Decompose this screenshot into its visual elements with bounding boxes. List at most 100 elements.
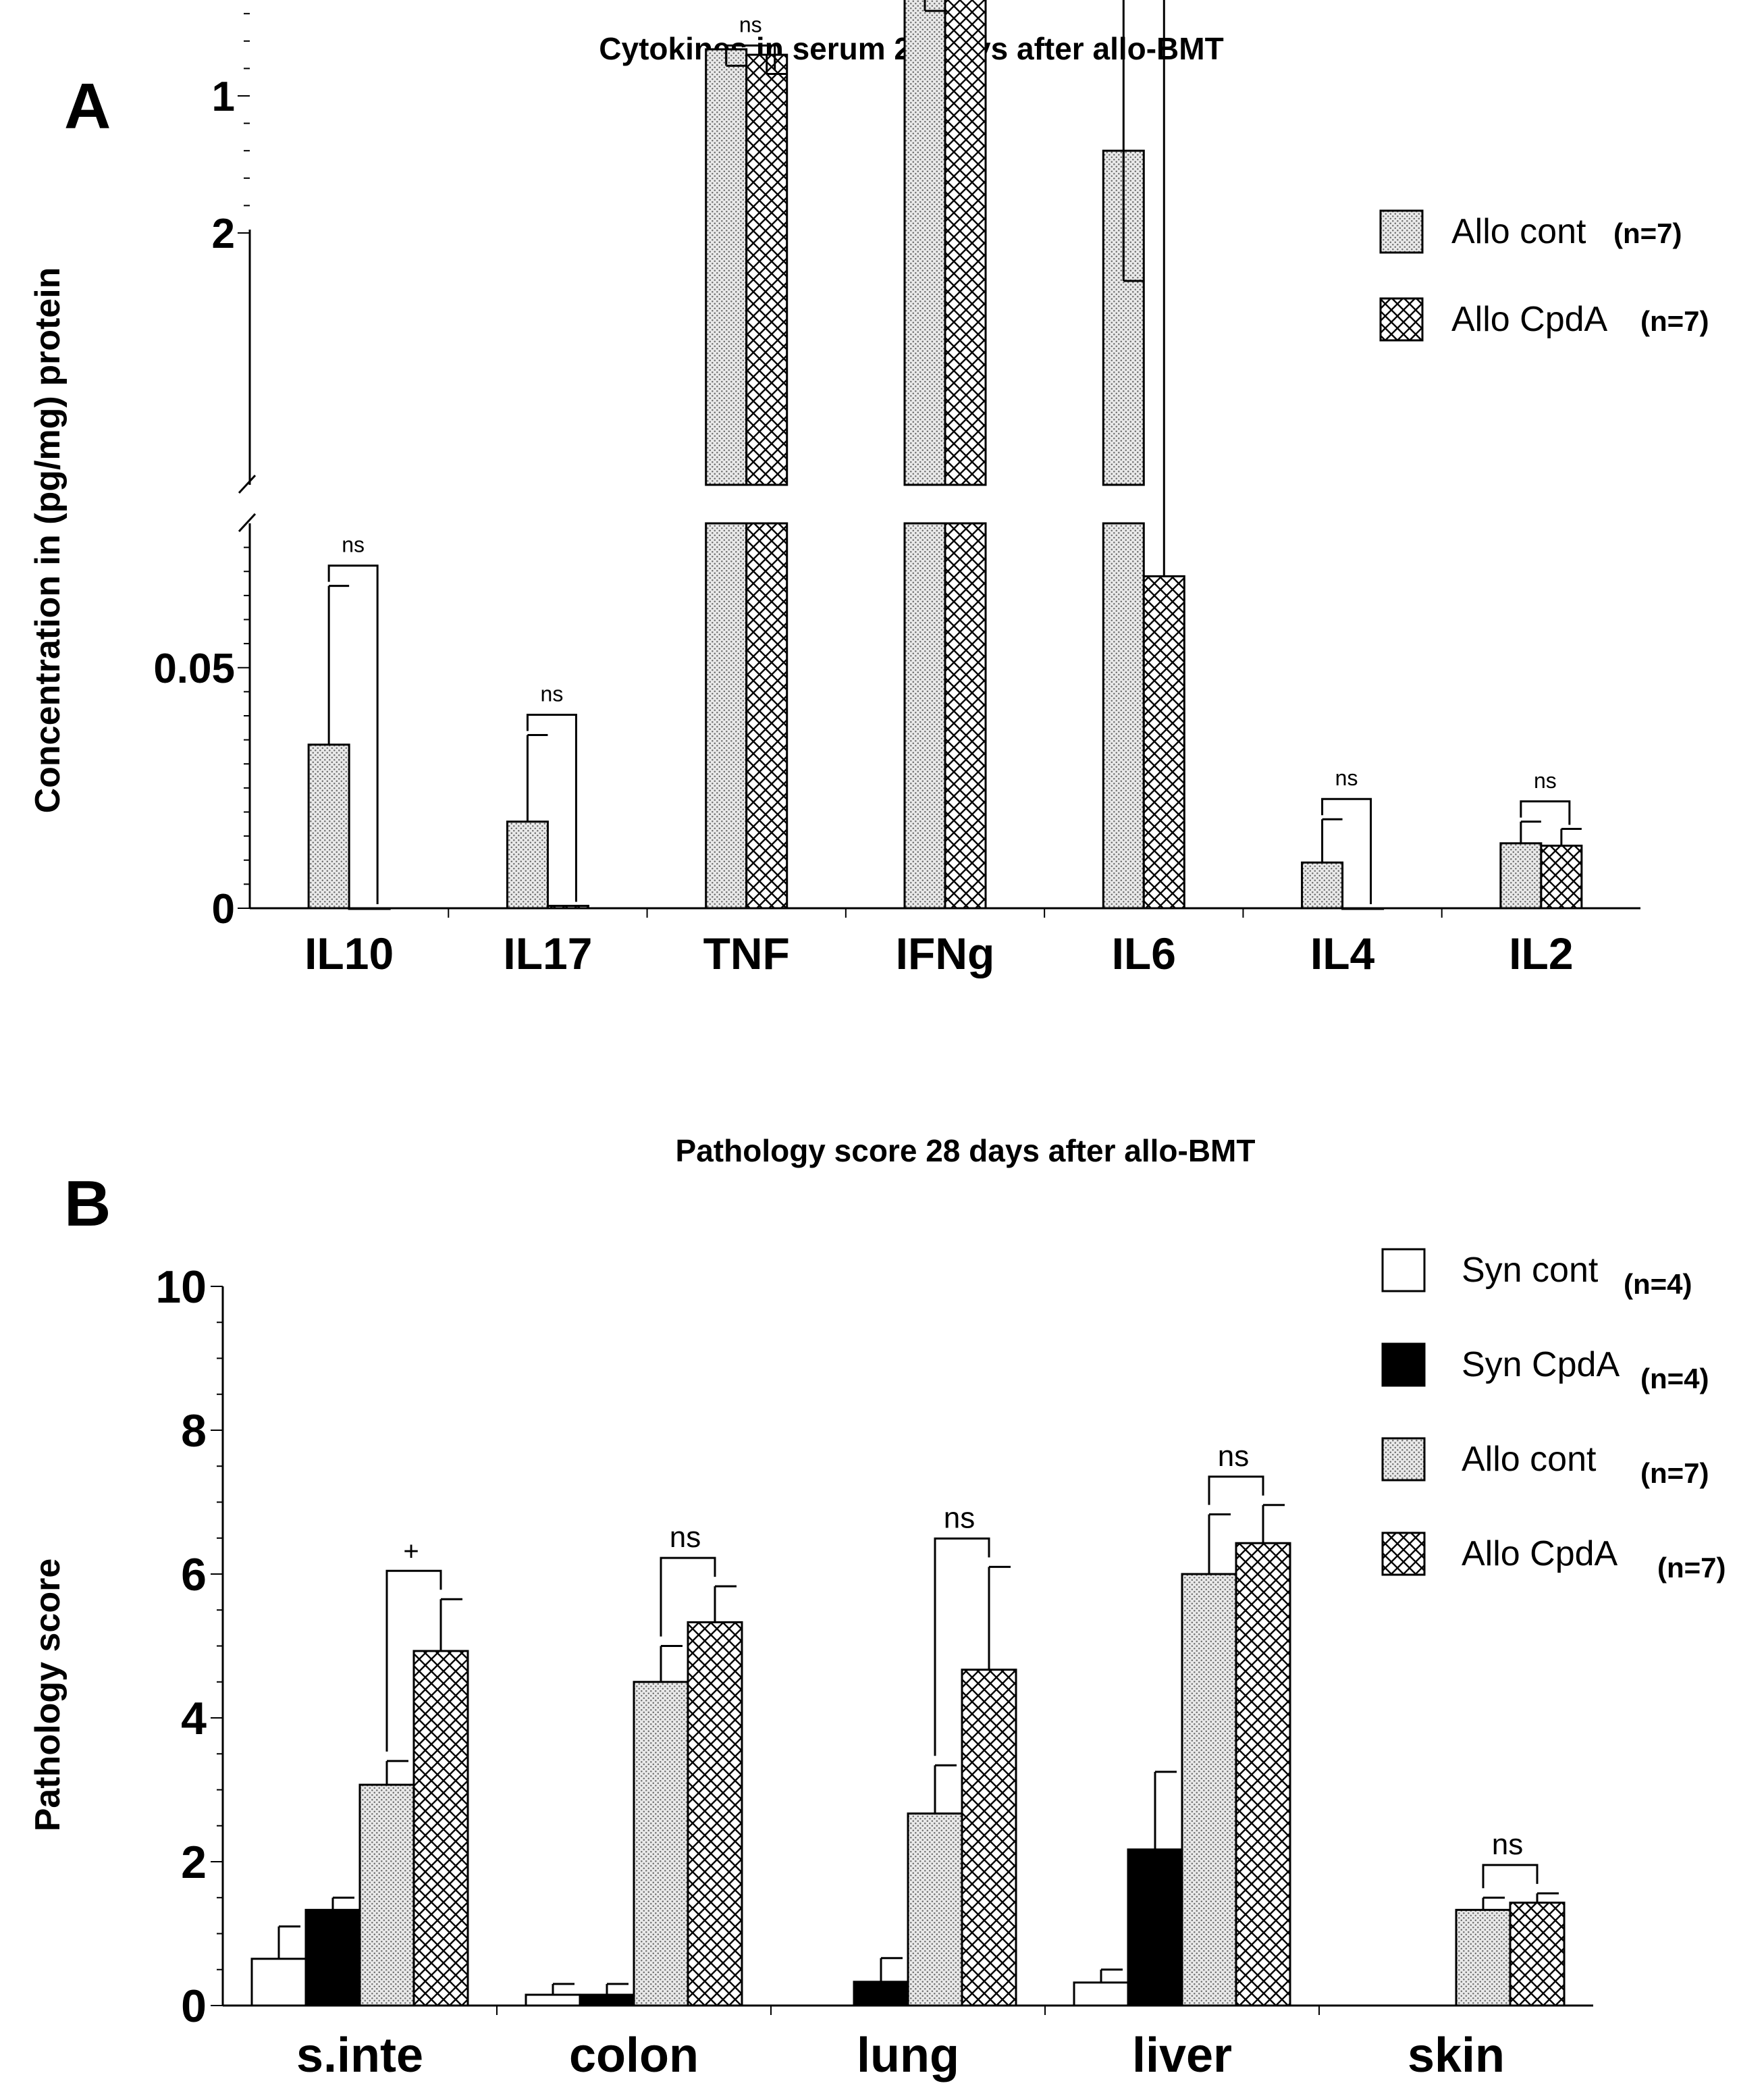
legend-n-syn-cpda: (n=4) <box>1640 1363 1709 1394</box>
significance-label-skin: ns <box>1492 1828 1523 1861</box>
significance-bracket-tnf <box>725 44 776 70</box>
legend-label-syn-cont: Syn cont <box>1462 1251 1599 1290</box>
axis-break-mark-lower <box>238 513 257 533</box>
legend-label-allo-cpda: Allo CpdA <box>1451 300 1608 339</box>
bar-allo-cont-colon <box>633 1681 689 2007</box>
y-tick-label: 8 <box>181 1405 207 1457</box>
bar-allo-cont-lung <box>907 1812 963 2007</box>
panel-a-y-axis-label: Concentration in (pg/mg) protein <box>28 267 68 814</box>
significance-label-colon: ns <box>670 1521 701 1554</box>
panel-a-letter: A <box>64 70 111 142</box>
bar-syn-cont-s-inte <box>250 1958 307 2007</box>
y-tick-label: 1 <box>212 74 235 120</box>
bar-syn-cont-colon <box>525 1993 581 2007</box>
bar-syn-cont-liver <box>1073 1981 1129 2007</box>
panel-a: Cytokines in serum 28 days after allo-BM… <box>28 0 1709 978</box>
x-tick-label-il4: IL4 <box>1310 928 1375 978</box>
y-tick-label: 6 <box>181 1549 207 1600</box>
bar-allo-cont-il10 <box>307 743 350 910</box>
significance-label-il10: ns <box>342 533 365 557</box>
significance-bracket-lung <box>934 1537 990 1756</box>
significance-label-il2: ns <box>1534 768 1557 793</box>
y-tick-label: 0 <box>212 886 235 933</box>
bar-allo-cont-tnf-lower <box>705 522 748 910</box>
panel-a-bars <box>307 0 1583 910</box>
significance-label-liver: ns <box>1218 1440 1249 1473</box>
significance-bracket-il2 <box>1520 800 1571 825</box>
bar-allo-cont-s-inte <box>358 1783 415 2007</box>
bar-syn-cpda-lung <box>853 1981 909 2007</box>
x-tick-label-il17: IL17 <box>503 928 592 978</box>
bar-allo-cpda-tnf-lower <box>745 522 789 910</box>
legend-swatch-syn-cpda <box>1381 1342 1426 1387</box>
x-tick-label-il6: IL6 <box>1112 928 1176 978</box>
panel-b-bars <box>250 1475 1566 2007</box>
significance-label-lung: ns <box>944 1501 975 1534</box>
x-tick-label-skin: skin <box>1408 2028 1505 2083</box>
bar-allo-cpda-ifng-lower <box>944 522 987 910</box>
significance-bracket-il10 <box>327 565 379 904</box>
y-tick-label: 4 <box>181 1693 207 1744</box>
x-tick-label-liver: liver <box>1132 2028 1232 2083</box>
bar-allo-cpda-liver <box>1235 1542 1291 2007</box>
legend-swatch-allo-cont <box>1381 1437 1426 1482</box>
bar-syn-cpda-s-inte <box>304 1908 361 2007</box>
significance-bracket-il6 <box>1122 0 1125 278</box>
y-tick-label: 0 <box>181 1981 207 2032</box>
x-tick-label-colon: colon <box>569 2028 699 2083</box>
significance-label-il17: ns <box>541 682 564 706</box>
legend-label-allo-cont: Allo cont <box>1451 212 1586 251</box>
y-tick-label: 0.05 <box>153 646 235 692</box>
bar-allo-cpda-s-inte <box>412 1650 469 2007</box>
legend-n-syn-cont: (n=4) <box>1624 1268 1692 1300</box>
legend-swatch-allo-cpda <box>1381 1532 1426 1576</box>
significance-label-s-inte: + <box>403 1536 419 1566</box>
legend-swatch-allo-cpda <box>1379 297 1424 342</box>
x-tick-label-il2: IL2 <box>1509 928 1573 978</box>
bar-allo-cpda-skin <box>1509 1902 1566 2007</box>
significance-bracket-colon <box>660 1556 716 1637</box>
panel-b: Pathology score 28 days after allo-BMT B… <box>28 1133 1726 2083</box>
x-tick-label-lung: lung <box>857 2028 959 2083</box>
legend-n-allo-cpda: (n=7) <box>1640 305 1709 337</box>
bar-allo-cpda-tnf-upper <box>745 53 789 486</box>
legend-n-allo-cont: (n=7) <box>1640 1457 1709 1489</box>
legend-label-syn-cpda: Syn CpdA <box>1462 1345 1620 1384</box>
panel-b-legend: Syn cont (n=4) Syn CpdA (n=4) Allo cont (n=7)… <box>1381 1248 1726 1583</box>
x-tick-label-il10: IL10 <box>304 928 394 978</box>
legend-label-allo-cont: Allo cont <box>1462 1440 1597 1479</box>
panel-a-legend: Allo cont (n=7) Allo CpdA (n=7) <box>1379 209 1709 342</box>
y-tick-label: 10 <box>155 1261 207 1313</box>
x-tick-label-s-inte: s.inte <box>296 2028 423 2083</box>
significance-bracket-il17 <box>526 714 577 902</box>
bar-allo-cpda-il17 <box>546 904 589 910</box>
bar-allo-cont-liver <box>1181 1573 1237 2007</box>
legend-label-allo-cpda: Allo CpdA <box>1462 1534 1618 1573</box>
bar-allo-cont-il17 <box>506 820 549 910</box>
x-tick-label-tnf: TNF <box>703 928 790 978</box>
bar-allo-cont-ifng-lower <box>903 522 946 910</box>
significance-bracket-liver <box>1208 1475 1264 1505</box>
bar-allo-cont-tnf-upper <box>705 48 748 486</box>
legend-n-allo-cont: (n=7) <box>1613 217 1682 249</box>
bar-allo-cont-il6-lower <box>1102 522 1145 910</box>
significance-label-il4: ns <box>1335 766 1358 790</box>
legend-swatch-syn-cont <box>1381 1248 1426 1292</box>
panel-b-y-axis-label: Pathology score <box>28 1559 68 1832</box>
panel-a-labels: 00.0512IL10nsIL17nsTNFnsIFNgnsIL6+IL4nsI… <box>153 12 1573 978</box>
bar-allo-cpda-il2 <box>1540 844 1583 910</box>
axis-break-mark-upper <box>238 474 257 494</box>
bar-syn-cpda-colon <box>579 1993 635 2007</box>
significance-bracket-s-inte <box>385 1569 442 1752</box>
bar-allo-cont-ifng-upper <box>903 0 946 486</box>
bar-allo-cont-il2 <box>1499 842 1543 910</box>
bar-allo-cpda-colon <box>687 1621 743 2007</box>
bar-allo-cpda-il6 <box>1142 575 1185 910</box>
panel-b-letter: B <box>64 1168 111 1240</box>
bar-allo-cpda-ifng-upper <box>944 0 987 486</box>
x-tick-label-ifng: IFNg <box>896 928 995 978</box>
legend-n-allo-cpda: (n=7) <box>1657 1552 1726 1583</box>
bar-allo-cont-skin <box>1455 1908 1512 2007</box>
panel-b-title: Pathology score 28 days after allo-BMT <box>676 1133 1256 1168</box>
